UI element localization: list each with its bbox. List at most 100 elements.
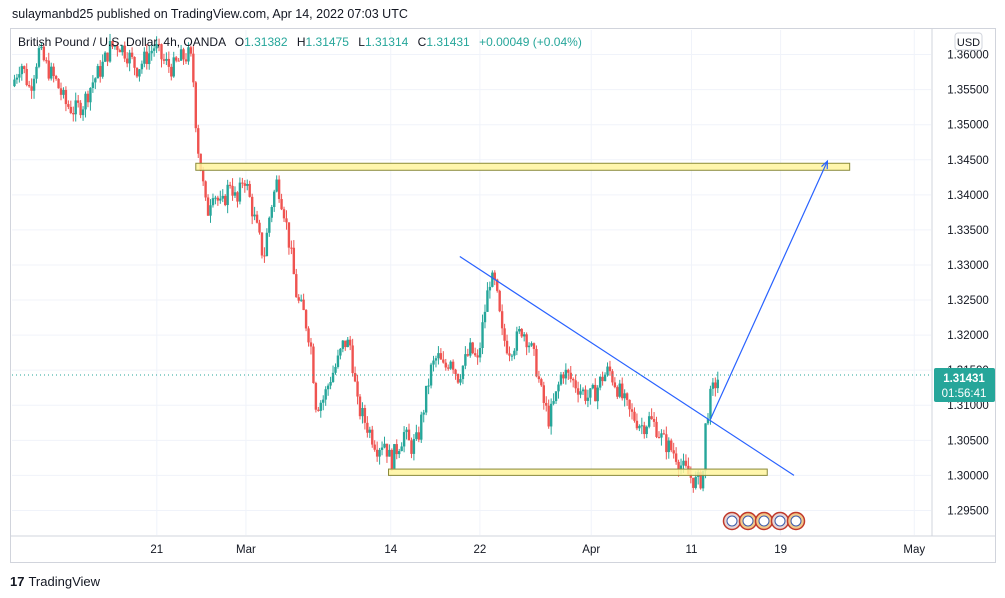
candle-body	[353, 373, 357, 382]
y-tick-label: 1.32500	[947, 295, 989, 307]
candle-body	[101, 61, 104, 77]
candle-body	[312, 346, 315, 384]
candle-body	[160, 44, 163, 60]
candle-body	[307, 328, 310, 343]
candle-body	[125, 58, 129, 64]
candle-body	[429, 364, 433, 386]
candle-body	[579, 391, 582, 395]
candle-body	[530, 343, 533, 346]
candle-body	[378, 449, 381, 457]
candle-body	[478, 348, 482, 358]
candle-body	[716, 379, 719, 389]
chart-frame[interactable]	[10, 28, 996, 563]
candle-body	[557, 384, 560, 392]
candle-body	[18, 74, 21, 78]
candle-body	[640, 425, 644, 427]
candle-body	[704, 423, 707, 471]
candle-body	[62, 89, 65, 95]
candle-body	[677, 461, 680, 470]
candle-body	[351, 345, 354, 374]
candle-body	[253, 214, 256, 217]
candle-body	[481, 322, 484, 349]
candle-body	[596, 387, 599, 402]
candle-body	[282, 209, 286, 219]
candle-body	[265, 232, 269, 257]
badge-price: 1.31431	[943, 373, 985, 385]
candle-body	[371, 429, 374, 445]
candle-body	[214, 197, 217, 199]
candle-body	[322, 399, 325, 403]
candle-body	[652, 419, 656, 422]
candle-body	[518, 328, 521, 332]
candle-body	[238, 182, 242, 202]
candle-body	[344, 340, 347, 348]
candle-body	[447, 367, 450, 369]
candle-body	[679, 465, 683, 470]
candle-body	[314, 383, 318, 410]
tradingview-brand[interactable]: TradingView	[28, 573, 101, 589]
candle-body	[410, 440, 413, 454]
candle-body	[434, 358, 438, 361]
candle-body	[552, 401, 555, 404]
candle-body	[319, 402, 322, 411]
candle-body	[427, 385, 430, 387]
candle-body	[616, 387, 619, 397]
candle-body	[407, 429, 411, 441]
candle-body	[37, 48, 41, 67]
candle-body	[260, 232, 264, 256]
trend-lines[interactable]	[459, 159, 829, 476]
x-tick-label: 19	[774, 544, 787, 556]
candle-body	[116, 45, 119, 50]
candle-body	[424, 385, 428, 413]
candle-body	[508, 353, 511, 356]
candle-body	[121, 45, 124, 53]
y-axis[interactable]: 1.295001.300001.305001.310001.315001.320…	[947, 50, 989, 518]
candle-body	[42, 46, 46, 61]
candle-body	[420, 414, 423, 440]
candle-body	[165, 58, 168, 61]
candle-body	[643, 425, 646, 435]
candle-body	[182, 49, 185, 60]
candle-body	[86, 93, 90, 103]
candle-body	[81, 109, 85, 116]
economic-events[interactable]	[722, 511, 806, 531]
candle-body	[13, 79, 16, 87]
candle-body	[625, 393, 629, 400]
candle-body	[662, 433, 666, 435]
candle-body	[79, 102, 82, 116]
candle-body	[224, 195, 227, 206]
legend-symbol: British Pound / U.S. Dollar, 4h, OANDA	[18, 35, 226, 49]
tradingview-logo-icon: 17	[10, 573, 25, 589]
candle-body	[422, 412, 425, 415]
currency-button[interactable]: USD	[954, 32, 983, 51]
candle-body	[201, 170, 205, 182]
candle-body	[461, 365, 465, 380]
candle-body	[152, 48, 156, 51]
x-axis[interactable]: 21 Mar 14 22 Apr 11 19 May	[150, 544, 925, 556]
grid	[12, 30, 931, 535]
candle-body	[613, 382, 617, 388]
candle-body	[108, 41, 112, 62]
candle-body	[285, 218, 288, 223]
candle-body	[177, 60, 180, 62]
candle-body	[356, 381, 359, 397]
candle-body	[268, 217, 271, 233]
candle-body	[589, 388, 592, 398]
candle-body	[135, 67, 139, 77]
y-tick-label: 1.34500	[947, 155, 989, 167]
candle-body	[660, 433, 663, 438]
y-tick-label: 1.32000	[947, 330, 989, 342]
candle-body	[466, 354, 470, 356]
candle-body	[393, 444, 396, 469]
candle-body	[179, 49, 183, 61]
candle-body	[150, 50, 153, 54]
candle-body	[290, 247, 293, 249]
candle-body	[292, 247, 296, 275]
candle-body	[45, 60, 48, 62]
candle-body	[591, 384, 595, 389]
price-zone	[195, 162, 851, 171]
candle-body	[27, 85, 31, 87]
price-zones[interactable]	[195, 162, 851, 476]
x-tick-label: Apr	[582, 544, 600, 556]
